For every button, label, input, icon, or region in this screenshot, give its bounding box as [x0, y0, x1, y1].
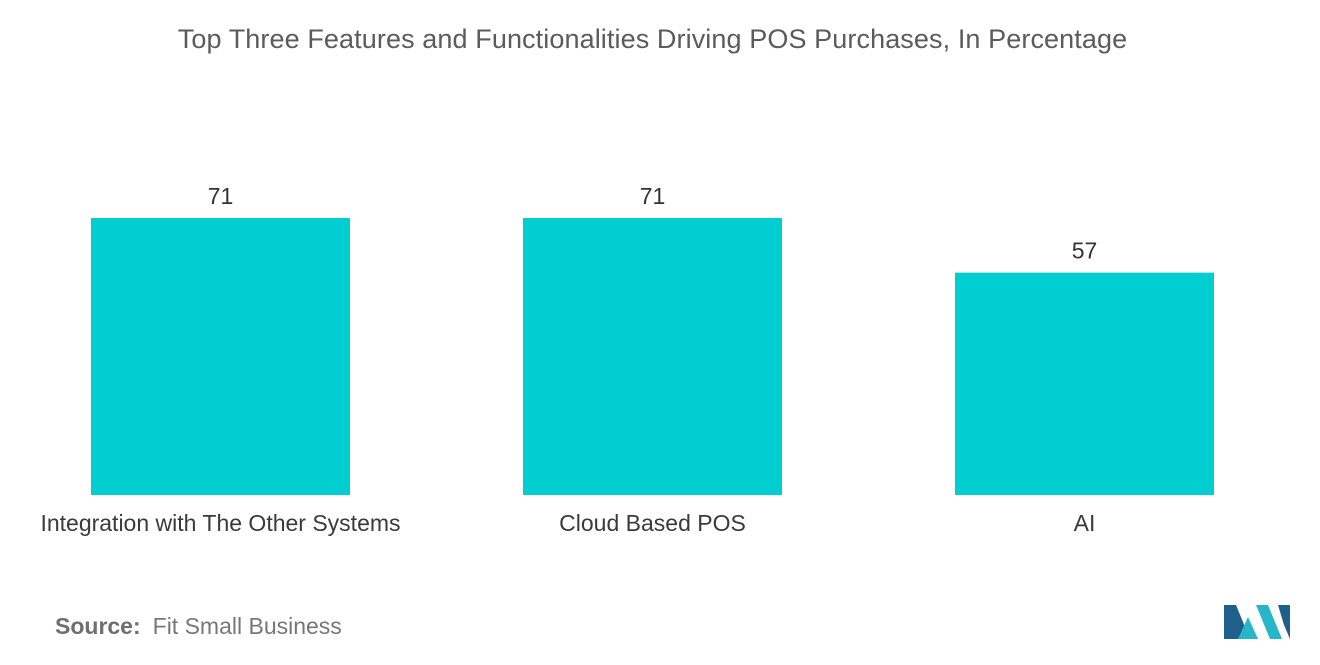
category-label-1: Integration with The Other Systems [40, 510, 400, 536]
source-text: Fit Small Business [152, 613, 342, 639]
source-label: Source: [55, 613, 141, 639]
chart-title: Top Three Features and Functionalities D… [177, 24, 1128, 54]
bar-value-label-1: 71 [208, 183, 234, 209]
bar-chart: 71 Integration with The Other Systems 71 Cl… [40, 183, 1214, 536]
bar-3 [955, 272, 1214, 495]
category-label-3: AI [1074, 510, 1096, 536]
source-line: Source: Fit Small Business [55, 613, 342, 640]
category-label-2: Cloud Based POS [559, 510, 746, 536]
bar-1 [91, 218, 350, 495]
bar-2 [523, 218, 782, 495]
bar-value-label-3: 57 [1072, 238, 1098, 264]
bar-value-label-2: 71 [640, 183, 666, 209]
brand-logo-icon [1224, 605, 1290, 639]
